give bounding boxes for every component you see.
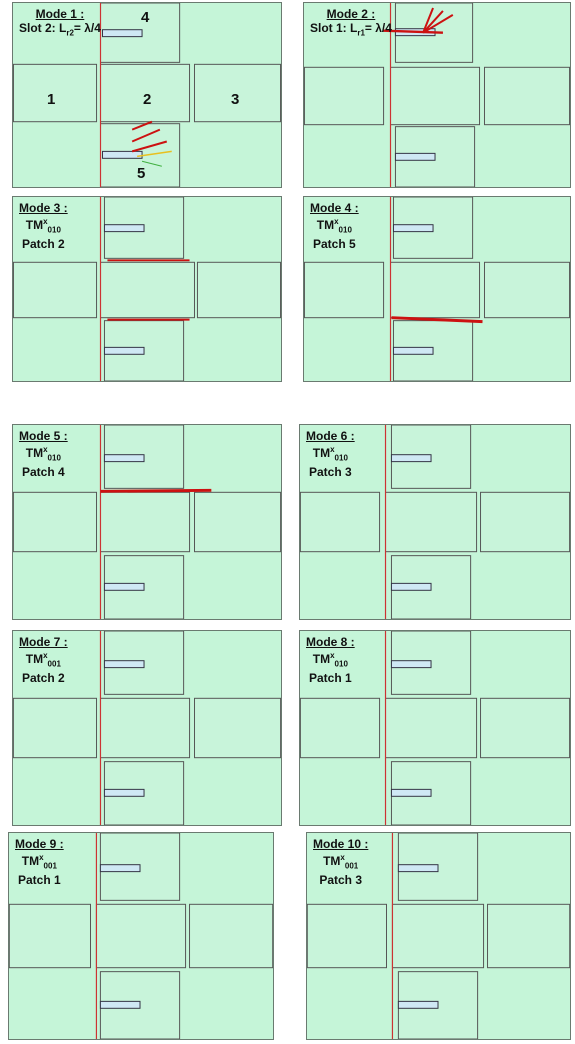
mode-7-panel: Mode 7 : TMx001 Patch 2 (12, 630, 282, 826)
mode-1-panel: Mode 1 : Slot 2: Lr2= λ/4 4 1 2 3 5 (12, 2, 282, 188)
patch-layout (13, 631, 281, 825)
mode-10-label: Mode 10 : TMx001 Patch 3 (313, 837, 369, 888)
patch-number-3: 3 (231, 91, 240, 108)
patch-layout (9, 833, 273, 1039)
patch-number-2: 2 (143, 91, 152, 108)
patch-number-4: 4 (141, 9, 150, 26)
mode-2-label: Mode 2 : Slot 1: Lr1= λ/4 (310, 7, 392, 38)
patch-layout (307, 833, 570, 1039)
mode-3-panel: Mode 3 : TMx010 Patch 2 (12, 196, 282, 382)
mode-10-panel: Mode 10 : TMx001 Patch 3 (306, 832, 571, 1040)
patch-layout (13, 3, 281, 187)
mode-7-label: Mode 7 : TMx001 Patch 2 (19, 635, 68, 686)
patch-layout (304, 3, 570, 187)
mode-4-panel: Mode 4 : TMx010 Patch 5 (303, 196, 571, 382)
patch-layout (13, 425, 281, 619)
patch-layout (300, 425, 570, 619)
mode-9-label: Mode 9 : TMx001 Patch 1 (15, 837, 64, 888)
mode-6-panel: Mode 6 : TMx010 Patch 3 (299, 424, 571, 620)
mode-1-label: Mode 1 : Slot 2: Lr2= λ/4 (19, 7, 101, 38)
patch-layout (304, 197, 570, 381)
patch-layout (300, 631, 570, 825)
mode-9-panel: Mode 9 : TMx001 Patch 1 (8, 832, 274, 1040)
patch-number-1: 1 (47, 91, 56, 108)
mode-5-label: Mode 5 : TMx010 Patch 4 (19, 429, 68, 480)
mode-8-panel: Mode 8 : TMx010 Patch 1 (299, 630, 571, 826)
mode-3-label: Mode 3 : TMx010 Patch 2 (19, 201, 68, 252)
patch-number-5: 5 (137, 165, 146, 182)
mode-2-panel: Mode 2 : Slot 1: Lr1= λ/4 (303, 2, 571, 188)
mode-4-label: Mode 4 : TMx010 Patch 5 (310, 201, 359, 252)
mode-8-label: Mode 8 : TMx010 Patch 1 (306, 635, 355, 686)
patch-layout (13, 197, 281, 381)
mode-6-label: Mode 6 : TMx010 Patch 3 (306, 429, 355, 480)
mode-5-panel: Mode 5 : TMx010 Patch 4 (12, 424, 282, 620)
